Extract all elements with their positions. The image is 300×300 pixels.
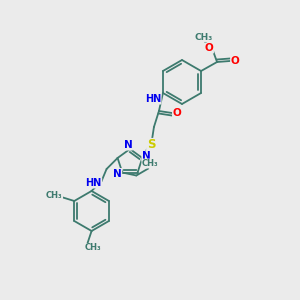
- Text: HN: HN: [85, 178, 102, 188]
- Text: HN: HN: [145, 94, 161, 104]
- Text: N: N: [124, 140, 132, 150]
- Text: CH₃: CH₃: [195, 32, 213, 41]
- Text: O: O: [205, 43, 213, 53]
- Text: O: O: [231, 56, 239, 66]
- Text: O: O: [172, 108, 181, 118]
- Text: S: S: [147, 139, 155, 152]
- Text: CH₃: CH₃: [46, 191, 63, 200]
- Text: N: N: [142, 151, 151, 161]
- Text: CH₃: CH₃: [84, 244, 101, 253]
- Text: N: N: [113, 169, 122, 178]
- Text: CH₃: CH₃: [142, 159, 159, 168]
